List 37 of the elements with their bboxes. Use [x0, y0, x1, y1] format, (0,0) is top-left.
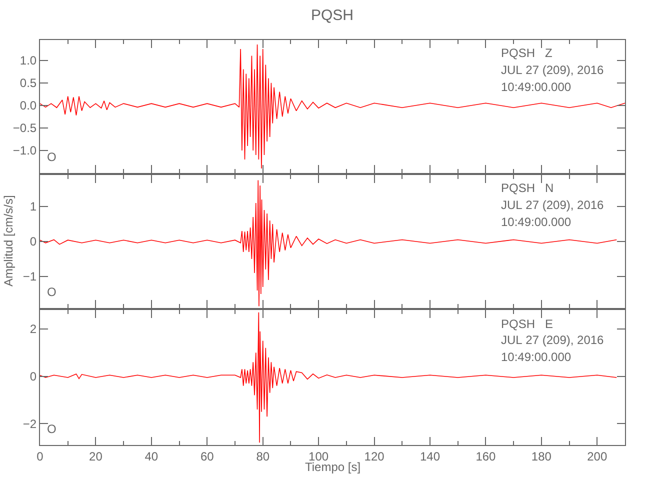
x-tick-label: 40: [144, 449, 158, 464]
y-tick-label: 0.0: [20, 98, 37, 113]
annotation: PQSH Z: [501, 46, 552, 60]
y-axis-title: Amplitud [cm/s/s]: [2, 195, 16, 286]
y-tick-label: −2: [22, 416, 37, 431]
annotation: 10:49:00.000: [501, 350, 572, 364]
y-tick-label: 0: [30, 370, 37, 384]
annotation: O: [47, 150, 56, 164]
annotation: PQSH N: [501, 181, 554, 195]
chart-title: PQSH: [311, 7, 354, 24]
x-tick-label: 20: [89, 449, 103, 464]
annotation: O: [47, 422, 56, 436]
x-tick-label: 80: [256, 449, 270, 464]
line-series: [40, 312, 618, 444]
x-tick-label: 160: [476, 449, 496, 464]
x-tick-label: 180: [531, 449, 552, 464]
y-tick-label: 0.5: [20, 76, 37, 90]
annotation: 10:49:00.000: [501, 80, 572, 94]
x-tick-label: 60: [200, 449, 214, 464]
y-tick-label: −0.5: [12, 121, 37, 136]
annotation: JUL 27 (209), 2016: [501, 333, 604, 347]
annotation: PQSH E: [501, 317, 554, 331]
annotation: 10:49:00.000: [501, 215, 572, 229]
x-tick-label: 120: [364, 449, 385, 464]
x-tick-label: 200: [587, 449, 608, 464]
annotation: O: [47, 285, 56, 299]
y-tick-label: −1.0: [12, 144, 37, 158]
line-series: [40, 180, 618, 307]
y-tick-label: 1.0: [20, 53, 37, 68]
y-tick-label: −1: [22, 270, 37, 284]
y-tick-label: 1: [30, 200, 37, 214]
y-tick-label: 2: [30, 322, 37, 336]
y-tick-label: 0: [30, 234, 37, 249]
x-tick-label: 140: [420, 449, 440, 464]
line-series: [40, 44, 625, 169]
annotation: JUL 27 (209), 2016: [501, 63, 604, 77]
annotation: JUL 27 (209), 2016: [501, 198, 604, 212]
